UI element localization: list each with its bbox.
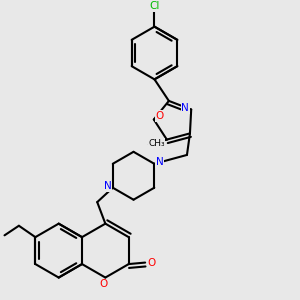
Text: N: N <box>156 157 164 167</box>
Text: N: N <box>181 103 189 113</box>
Text: N: N <box>103 181 111 191</box>
Text: Cl: Cl <box>149 1 160 11</box>
Text: O: O <box>156 111 164 121</box>
Text: O: O <box>148 258 156 268</box>
Text: CH₃: CH₃ <box>148 139 165 148</box>
Text: O: O <box>100 279 108 289</box>
